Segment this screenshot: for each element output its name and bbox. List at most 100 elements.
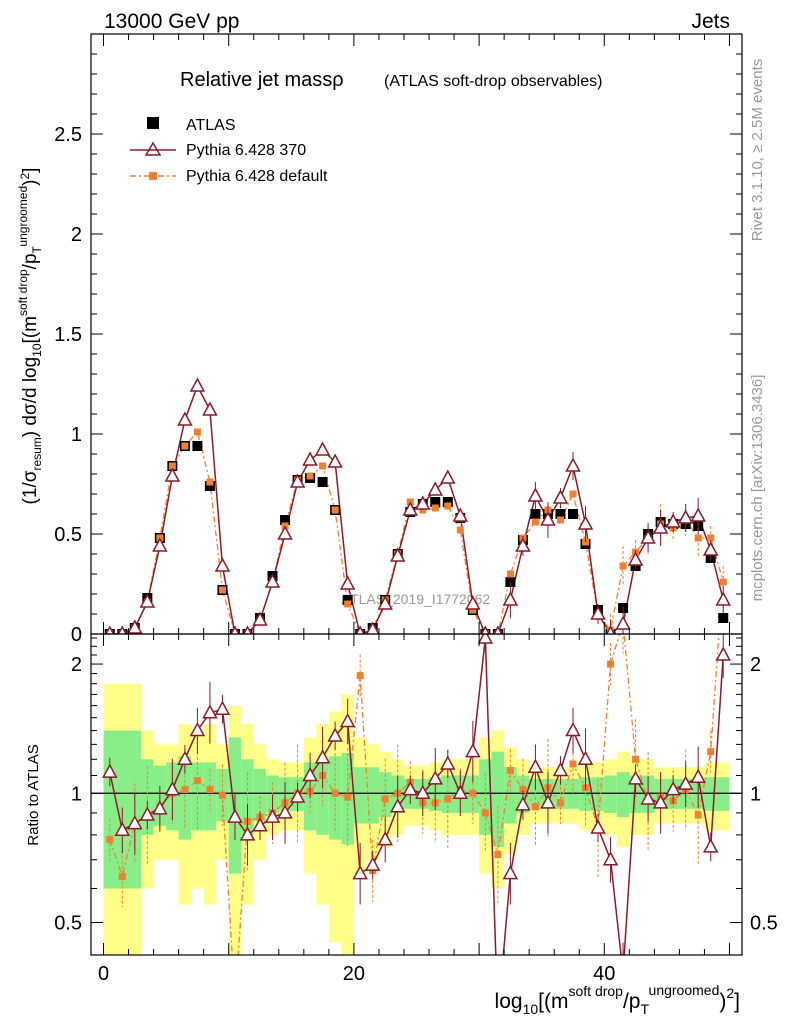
y-tick-label-ratio-right: 2 <box>750 654 761 676</box>
ratio-point-pdef <box>181 786 189 794</box>
ratio-point-p370 <box>252 817 268 832</box>
y-tick-label-main: 1 <box>71 424 82 446</box>
ratio-point-p370 <box>415 784 431 800</box>
svg-text:log10[(msoft drop/pTungroomed): log10[(msoft drop/pTungroomed)2] <box>495 982 740 1017</box>
main-point-p370 <box>105 625 115 634</box>
main-point-pdef <box>506 570 514 578</box>
main-point-atlas <box>192 441 203 451</box>
main-point-pdef <box>569 490 577 498</box>
ratio-point-p370 <box>339 712 356 728</box>
ratio-point-pdef <box>193 777 201 785</box>
plot-title-sub: (ATLAS soft-drop observables) <box>384 73 602 90</box>
ratio-point-p370 <box>302 766 318 782</box>
main-point-p370 <box>127 619 143 634</box>
ratio-point-p370 <box>264 808 281 823</box>
header-right: Jets <box>691 10 730 33</box>
main-point-p370 <box>480 625 491 634</box>
main-point-p370 <box>465 595 481 610</box>
main-point-pdef <box>456 526 464 534</box>
main-point-p370 <box>565 457 581 472</box>
ratio-point-p370 <box>177 750 193 766</box>
y-tick-label-ratio-left: 2 <box>71 654 82 676</box>
main-point-p370 <box>540 511 556 526</box>
ratio-point-p370 <box>440 755 456 770</box>
main-point-p370 <box>164 467 181 482</box>
main-plot: ATLAS_2019_I1772062 <box>90 33 743 635</box>
ratio-band-inner <box>491 751 505 847</box>
main-point-p370 <box>640 529 656 544</box>
main-point-p370 <box>677 509 694 524</box>
main-point-pdef <box>319 462 327 470</box>
ratio-point-p370 <box>102 763 118 778</box>
ratio-band-inner <box>103 730 117 889</box>
y-tick-label-ratio-right: 0.5 <box>750 912 778 934</box>
x-tick-label: 0 <box>98 963 109 985</box>
ratio-band-inner <box>504 767 517 824</box>
ratio-band-inner <box>253 768 267 822</box>
main-point-pdef <box>344 600 352 608</box>
main-point-pdef <box>331 506 339 514</box>
x-axis-label: log10[(msoft drop/pTungroomed)2] <box>495 982 740 1017</box>
ratio-point-p370 <box>227 808 243 823</box>
main-point-atlas <box>342 595 353 605</box>
legend-label-p370: Pythia 6.428 370 <box>186 142 306 159</box>
main-point-p370 <box>715 591 731 606</box>
ratio-point-p370 <box>389 798 406 813</box>
ratio-point-p370 <box>364 856 381 871</box>
main-point-atlas <box>442 497 453 507</box>
main-point-pdef <box>431 504 439 512</box>
ratio-band-inner <box>441 775 455 813</box>
plot-title-main: Relative jet massρ <box>180 69 344 91</box>
main-point-atlas <box>280 515 291 525</box>
legend-marker-atlas <box>147 117 159 129</box>
main-point-p370 <box>493 625 503 634</box>
ratio-point-pdef <box>506 766 514 774</box>
main-point-p370 <box>365 621 380 634</box>
main-point-p370 <box>427 481 444 496</box>
main-point-pdef <box>469 606 477 614</box>
main-point-p370 <box>152 537 168 552</box>
ratio-point-p370 <box>577 750 594 766</box>
ratio-point-p370 <box>715 646 731 661</box>
ratio-point-pdef <box>206 786 214 794</box>
ratio-series <box>102 634 731 955</box>
ratio-point-p370 <box>189 721 206 737</box>
ratio-point-pdef <box>469 789 477 797</box>
legend-label-atlas: ATLAS <box>186 117 236 134</box>
ratio-band-inner <box>716 777 730 811</box>
main-point-p370 <box>139 593 156 608</box>
ratio-point-pdef <box>218 791 226 799</box>
main-point-p370 <box>302 451 318 466</box>
ratio-point-p370 <box>239 826 256 841</box>
y-tick-label-main: 2 <box>71 224 82 246</box>
ratio-point-pdef <box>356 672 364 680</box>
ratio-point-p370 <box>515 796 531 811</box>
main-point-atlas <box>555 509 566 519</box>
x-tick-label: 40 <box>593 963 615 985</box>
ratio-point-p370 <box>502 865 519 880</box>
svg-text:(1/σresum) dσ/d log10[(msoft d: (1/σresum) dσ/d log10[(msoft drop/pTungr… <box>16 168 44 505</box>
ratio-point-p370 <box>602 851 619 866</box>
y-tick-label-ratio-right: 1 <box>750 783 761 805</box>
main-point-pdef <box>694 534 702 542</box>
main-point-p370 <box>214 557 231 572</box>
main-point-p370 <box>605 625 616 634</box>
main-point-p370 <box>552 489 569 504</box>
ratio-point-pdef <box>569 760 577 768</box>
ratio-point-p370 <box>202 704 218 719</box>
ratio-point-pdef <box>531 803 539 811</box>
ratio-point-p370 <box>152 800 168 815</box>
ratio-point-pdef <box>556 799 564 807</box>
main-point-p370 <box>627 551 644 566</box>
main-point-p370 <box>440 469 456 484</box>
ratio-point-p370 <box>214 700 231 715</box>
ratio-band-inner <box>178 756 192 840</box>
ratio-point-pdef <box>694 811 702 819</box>
ratio-point-p370 <box>402 781 418 796</box>
y-tick-label-main: 1.5 <box>54 324 82 346</box>
ratio-frame <box>90 633 743 956</box>
main-point-p370 <box>615 615 631 630</box>
main-point-p370 <box>230 625 240 634</box>
ratio-point-pdef <box>707 748 715 756</box>
